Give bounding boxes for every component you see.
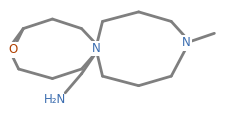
Text: N: N [182, 36, 191, 49]
Text: O: O [8, 43, 17, 57]
Text: H₂N: H₂N [44, 93, 66, 107]
Text: N: N [92, 42, 101, 55]
